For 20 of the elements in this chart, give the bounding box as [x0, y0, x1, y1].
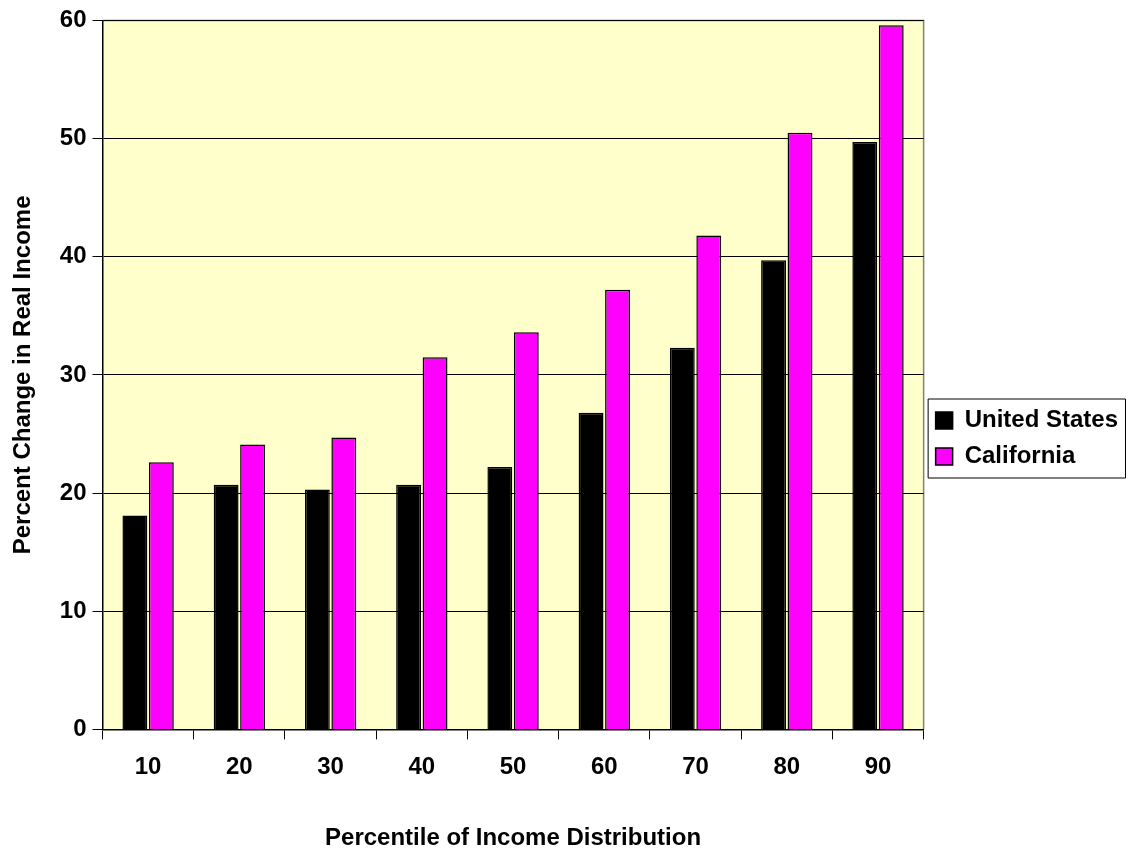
y-tick-label: 60: [59, 5, 87, 33]
y-tick-label: 30: [59, 359, 87, 387]
y-tick-label: 0: [73, 714, 87, 742]
x-tick-label: 40: [408, 752, 436, 780]
y-axis-title: Percent Change in Real Income: [8, 195, 36, 555]
x-tick-label: 90: [864, 752, 892, 780]
y-tick-label: 40: [59, 241, 87, 269]
y-tick-label: 10: [59, 595, 87, 623]
x-tick-label: 50: [499, 752, 527, 780]
x-tick-label: 70: [682, 752, 709, 780]
x-tick-label: 30: [317, 752, 344, 780]
legend-label: California: [964, 441, 1076, 469]
x-tick-label: 80: [773, 752, 801, 780]
x-axis-title: Percentile of Income Distribution: [325, 823, 702, 851]
y-tick-label: 50: [59, 123, 87, 151]
x-tick-label: 10: [134, 752, 162, 780]
x-tick-label: 60: [590, 752, 618, 780]
x-tick-label: 20: [226, 752, 253, 780]
y-tick-label: 20: [59, 477, 87, 505]
legend-label: United States: [964, 405, 1119, 433]
